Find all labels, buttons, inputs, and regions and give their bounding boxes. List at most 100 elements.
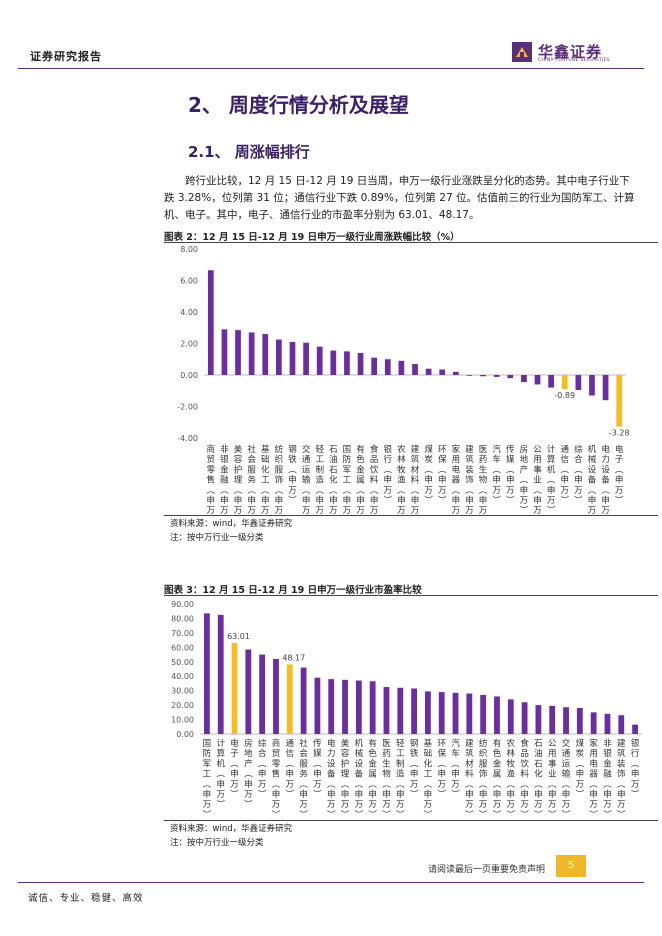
x-tick-label: 纺织服饰︵申万︶ [275, 444, 284, 515]
x-tick-label: 基础化工︵申万︶ [261, 444, 270, 515]
figure-2-source: 资料来源：wind，华鑫证券研究 [170, 519, 293, 529]
bar [235, 330, 241, 375]
bar [521, 375, 527, 383]
x-tick-label: 美容护理︵申万︶ [341, 738, 350, 818]
x-tick-label: 国防军工︵申万︶ [343, 445, 352, 515]
bar [632, 724, 638, 734]
bar [330, 350, 337, 375]
x-tick-label: 石油石化︵申万︶ [534, 739, 543, 818]
weekly-change-chart: 8.00 6.00 4.00 2.00 0.00 -2.00 -4.00 商贸零售︵申万︶ 非银… [177, 245, 630, 515]
bar [217, 614, 224, 734]
x-tick-label: 社会服务︵申万︶ [247, 444, 256, 515]
x-tick-label: 轻工制造︵申万︶ [396, 738, 405, 818]
bar [563, 707, 569, 734]
x-tick-label: 家用电器︵申万︶ [452, 444, 461, 515]
company-logo: 华鑫证券 CHINA FORTUNE SECURITIES [512, 42, 622, 66]
data-label: -3.28 [609, 429, 630, 438]
x-tick-label: 传媒︵申万︶ [313, 738, 322, 800]
figure-3-source: 资料来源：wind，华鑫证券研究 [170, 824, 293, 834]
bar [590, 712, 597, 734]
company-slogan: 诚信、专业、稳健、高效 [28, 893, 144, 904]
x-tick-label: 医药生物︵申万︶ [382, 739, 391, 818]
bar [273, 658, 279, 734]
bar [397, 687, 404, 734]
x-tick-label: 电子︵申万︶ [615, 444, 624, 506]
bar [371, 357, 378, 375]
figure-3-title: 图表 3：12 月 15 日-12 月 19 日申万一级行业市盈率比较 [164, 585, 422, 596]
x-tick-label: 计算机︵申万︶ [216, 738, 225, 810]
x-tick-label: 房地产︵申万︶ [244, 738, 253, 810]
bar [575, 375, 582, 390]
bar [548, 375, 554, 388]
x-tick-label: 机械设备︵申万︶ [588, 444, 597, 515]
page-number: 5 [556, 855, 586, 877]
bar [589, 375, 595, 396]
bar [466, 375, 473, 376]
bar [535, 705, 542, 734]
x-tick-label: 基础化工︵申万︶ [424, 738, 433, 818]
report-type-label: 证券研究报告 [30, 50, 102, 63]
y-tick-label: 90.00 [171, 600, 194, 609]
x-tick-label: 商贸零售︵申万︶ [272, 738, 281, 818]
x-tick-label: 汽车︵申万︶ [492, 444, 501, 506]
y-tick-label: 10.00 [171, 716, 194, 725]
pe-ratio-chart: 90.00 80.00 70.00 60.00 50.00 40.00 30.00 20.00… [171, 600, 642, 818]
bar [221, 329, 228, 375]
subsection-heading: 2.1、 周涨幅排行 [188, 143, 310, 161]
x-tick-label: 食品饮料︵申万︶ [520, 738, 529, 818]
x-tick-label: 煤炭︵申万︶ [424, 444, 433, 506]
bar [549, 705, 556, 734]
x-tick-label: 国防军工︵申万︶ [203, 739, 212, 818]
x-tick-label: 综合︵申万︶ [258, 738, 267, 800]
y-tick-label: 70.00 [171, 629, 194, 638]
x-tick-label: 建筑材料︵申万︶ [465, 738, 474, 818]
bar [480, 375, 486, 377]
bar [411, 688, 417, 734]
bar [480, 695, 487, 734]
x-tick-label: 食品饮料︵申万︶ [370, 444, 379, 515]
y-tick-label: 40.00 [171, 672, 194, 681]
bar [494, 696, 500, 734]
bar [276, 339, 282, 375]
bar [384, 359, 391, 375]
x-tick-label: 电力设备︵申万︶ [601, 444, 610, 515]
page-header: 证券研究报告 华鑫证券 CHINA FORTUNE SECURITIES [0, 0, 662, 80]
y-tick-label: 50.00 [171, 658, 194, 667]
x-tick-label: 综合︵申万︶ [574, 444, 583, 506]
bar [618, 715, 625, 734]
x-tick-label: 美容护理︵申万︶ [234, 444, 243, 515]
bar [286, 664, 293, 734]
x-tick-label: 社会服务︵申万︶ [299, 738, 308, 818]
bar [438, 692, 445, 734]
bar [452, 692, 459, 734]
bar [289, 341, 296, 375]
bar [262, 334, 269, 375]
x-tick-label: 有色金属︵申万︶ [368, 738, 377, 818]
x-tick-label: 石油石化︵申万︶ [329, 445, 338, 515]
x-tick-label: 建筑装饰︵申万︶ [617, 738, 626, 818]
bar [303, 342, 309, 375]
bar [328, 679, 335, 734]
figure-2-top-rule [164, 242, 658, 243]
bar [357, 352, 364, 375]
bar [452, 371, 459, 375]
x-tick-label: 建筑材料︵申万︶ [411, 444, 420, 515]
x-tick-label: 银行︵申万︶ [384, 444, 393, 506]
figure-2-title: 图表 2：12 月 15 日-12 月 19 日申万一级行业周涨跌幅比较（%） [164, 232, 460, 243]
bar [204, 613, 210, 734]
data-label: -0.89 [554, 391, 575, 400]
logo-mark-icon [512, 42, 532, 62]
y-tick-label: 20.00 [171, 701, 194, 710]
bar [604, 713, 611, 734]
x-tick-label: 传媒︵申万︶ [506, 444, 515, 506]
bar [316, 346, 323, 375]
header-divider [18, 68, 644, 69]
y-tick-label: 6.00 [180, 277, 198, 286]
x-tick-label: 非银金融︵申万︶ [220, 444, 229, 515]
y-tick-label: 0.00 [180, 371, 198, 380]
x-tick-label: 交通运输︵申万︶ [562, 738, 571, 818]
bar [439, 369, 446, 375]
x-tick-label: 建筑装饰︵申万︶ [465, 444, 474, 515]
x-tick-label: 通信︵申万︶ [286, 738, 295, 800]
x-tick-label: 有色金属︵申万︶ [493, 738, 502, 818]
